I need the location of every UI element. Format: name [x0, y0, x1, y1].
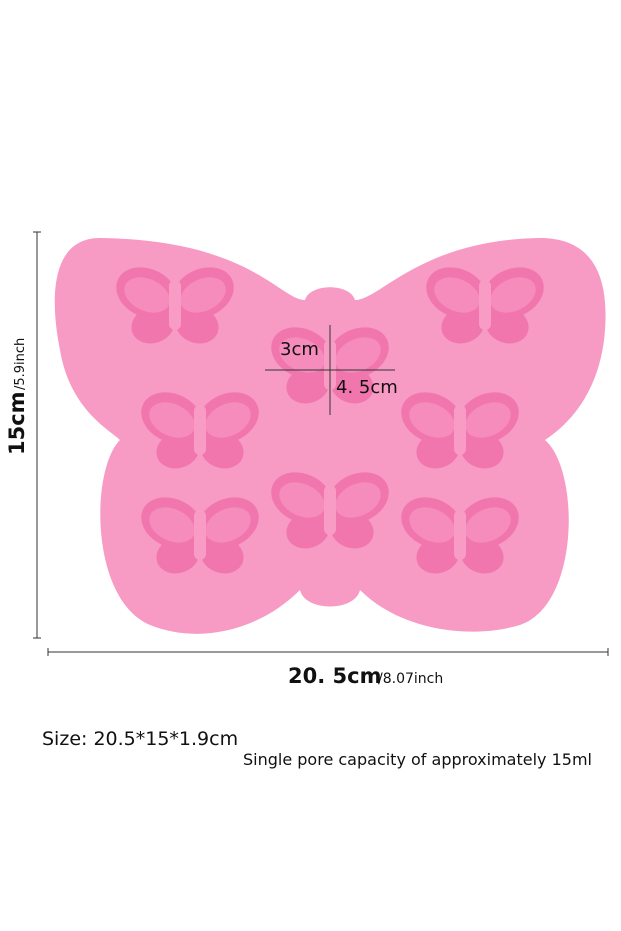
dimension-lines	[33, 231, 609, 656]
height-label: 15cm	[5, 391, 29, 455]
capacity-text: Single pore capacity of approximately 15…	[243, 750, 592, 769]
height-inch-label: /5.9inch	[13, 338, 28, 390]
size-text: Size: 20.5*15*1.9cm	[42, 728, 238, 750]
cavity-width-label: 3cm	[280, 339, 319, 360]
width-inch-label: /8.07inch	[378, 671, 443, 687]
width-label: 20. 5cm	[288, 664, 381, 688]
cavity-height-label: 4. 5cm	[336, 377, 398, 398]
